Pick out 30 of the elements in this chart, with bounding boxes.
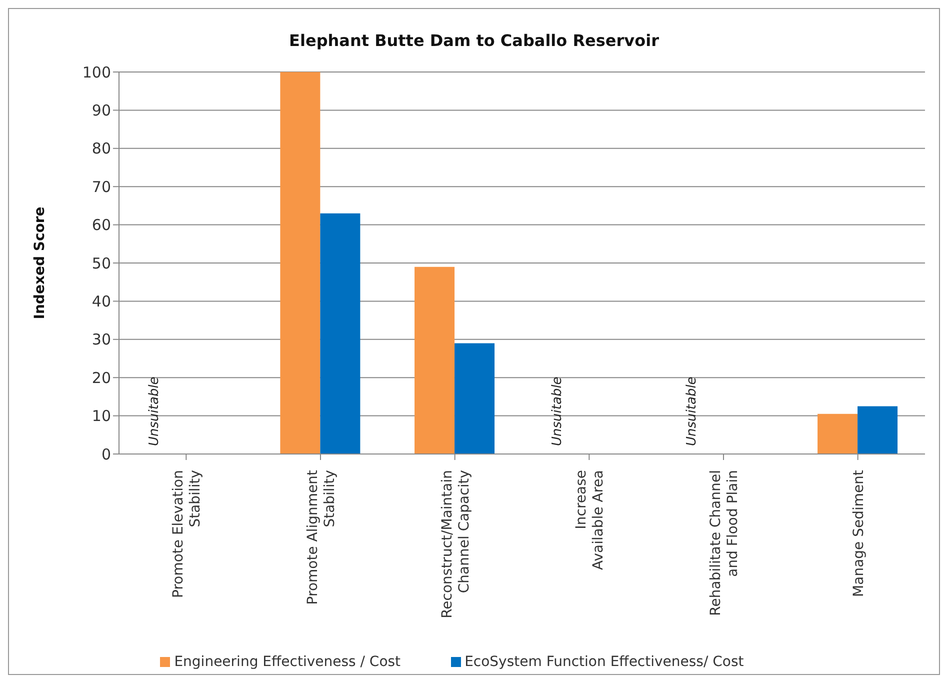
x-tick-label: Rehabilitate Channel and Flood Plain	[708, 470, 741, 616]
y-axis-title: Indexed Score	[32, 206, 48, 320]
x-tick-label: Reconstruct/Maintain Channel Capacity	[439, 470, 472, 618]
legend-label: Engineering Effectiveness / Cost	[174, 654, 401, 670]
y-tick-label: 40	[92, 292, 111, 311]
bar	[454, 343, 495, 454]
bar	[818, 414, 858, 454]
annotation: Unsuitable	[550, 376, 566, 446]
x-tick-label: Increase Available Area	[574, 470, 607, 570]
y-tick-label: 80	[92, 140, 111, 158]
y-tick-label: 60	[92, 216, 111, 234]
chart-title: Elephant Butte Dam to Caballo Reservoir	[288, 31, 660, 50]
bar	[280, 72, 320, 454]
y-tick-label: 0	[101, 445, 111, 464]
y-tick-label: 20	[92, 368, 111, 387]
x-tick-label: Manage Sediment	[850, 469, 867, 597]
annotation: Unsuitable	[684, 376, 700, 446]
y-tick-label: 100	[82, 63, 111, 82]
y-tick-label: 50	[92, 254, 111, 272]
y-tick-label: 90	[92, 102, 111, 120]
x-tick-label: Promote Elevation Stability	[170, 470, 204, 598]
legend-label: EcoSystem Function Effectiveness/ Cost	[464, 654, 744, 670]
x-tick-label: Promote Alignment Stability	[305, 469, 338, 605]
annotation: Unsuitable	[147, 376, 162, 446]
y-tick-label: 10	[92, 407, 111, 426]
y-tick-label: 70	[92, 178, 111, 196]
bar	[414, 266, 455, 454]
bar	[858, 406, 898, 454]
bar	[320, 213, 360, 454]
y-tick-label: 30	[92, 330, 111, 349]
